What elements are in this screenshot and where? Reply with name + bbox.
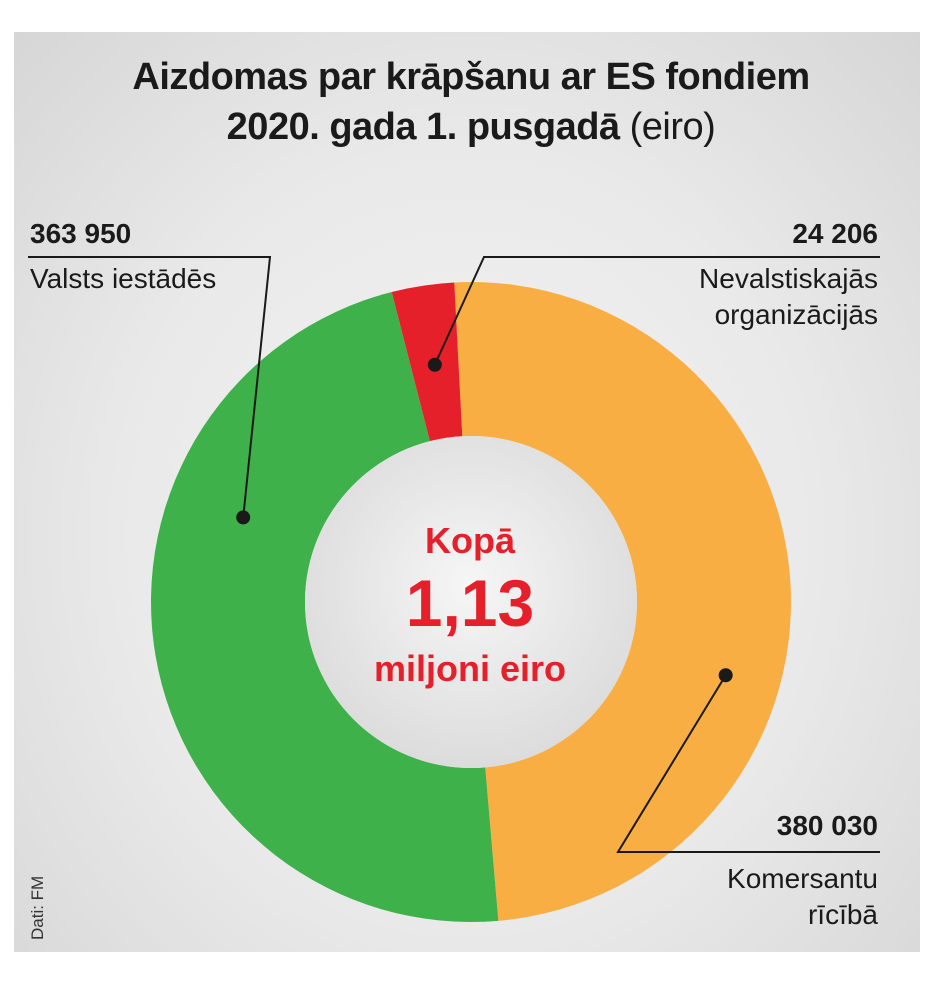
leader-valsts-line <box>28 256 272 518</box>
leader-nevalstiskajas-line <box>433 256 880 366</box>
slice-nevalstiskajas <box>391 282 463 442</box>
data-label-nevalstiskajas-category-line1: Nevalstiskajās <box>699 263 878 294</box>
chart-title-unit: (eiro) <box>629 106 716 148</box>
leader-komersantu-line <box>616 674 880 853</box>
data-label-komersantu-category-line2: rīcībā <box>807 899 878 930</box>
data-label-komersantu-value: 380 030 <box>776 810 878 841</box>
chart-title-period: 2020. gada 1. pusgadā <box>226 106 620 148</box>
leader-nevalstiskajas-dot <box>427 357 442 372</box>
data-label-valsts-category: Valsts iestādēs <box>30 263 217 294</box>
slice-komersantu <box>454 282 791 921</box>
chart-title-line2: 2020. gada 1. pusgadā (eiro) <box>0 106 942 149</box>
data-label-nevalstiskajas-category-line2: organizācijās <box>714 299 878 330</box>
leader-komersantu-dot <box>718 668 733 683</box>
source-note: Dati: FM <box>28 875 47 940</box>
donut-center <box>305 436 637 768</box>
center-label-total: Kopā <box>425 520 515 561</box>
data-label-nevalstiskajas-value: 24 206 <box>792 218 878 249</box>
data-label-valsts-value: 363 950 <box>30 218 132 249</box>
leader-valsts-dot <box>236 510 251 525</box>
data-label-komersantu-category-line1: Komersantu <box>727 863 878 894</box>
center-label-value: 1,13 <box>405 566 535 640</box>
chart-title-line1: Aizdomas par krāpšanu ar ES fondiem <box>132 56 810 98</box>
center-label-unit: miljoni eiro <box>373 648 567 689</box>
slice-valsts <box>150 291 499 923</box>
